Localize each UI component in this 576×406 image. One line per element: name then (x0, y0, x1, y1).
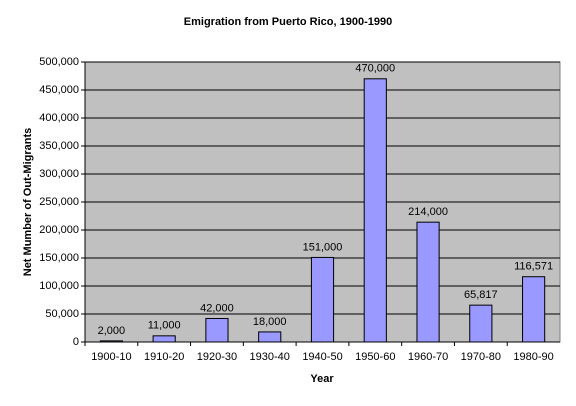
x-tick-label: 1920-30 (197, 351, 237, 363)
y-axis-title: Net Mumber of Out-Migrants (22, 128, 34, 277)
y-tick-label: 0 (73, 336, 79, 348)
x-tick-label: 1930-40 (250, 351, 290, 363)
bar (205, 317, 229, 343)
data-label: 42,000 (200, 302, 234, 314)
bar (363, 78, 387, 343)
data-label: 151,000 (303, 241, 343, 253)
x-tick-label: 1910-20 (144, 351, 184, 363)
x-tick-label: 1970-80 (461, 351, 501, 363)
x-tick-label: 1950-60 (355, 351, 395, 363)
chart-title: Emigration from Puerto Rico, 1900-1990 (184, 16, 392, 28)
data-label: 214,000 (408, 206, 448, 218)
y-tick-label: 100,000 (39, 280, 79, 292)
data-label: 470,000 (355, 63, 395, 75)
data-label: 2,000 (98, 325, 126, 337)
x-tick-label: 1940-50 (302, 351, 342, 363)
bar (416, 221, 440, 343)
bar (469, 304, 493, 343)
y-tick-label: 400,000 (39, 112, 79, 124)
x-tick-label: 1960-70 (408, 351, 448, 363)
y-tick-label: 50,000 (45, 308, 79, 320)
y-tick-label: 450,000 (39, 84, 79, 96)
data-label: 65,817 (464, 289, 498, 301)
y-tick-label: 300,000 (39, 168, 79, 180)
bar (522, 276, 546, 343)
bar (99, 340, 123, 343)
x-tick-label: 1900-10 (91, 351, 131, 363)
bar (310, 256, 335, 343)
data-label: 11,000 (148, 320, 181, 332)
data-label: 116,571 (514, 261, 553, 273)
y-tick-label: 150,000 (39, 252, 79, 264)
bar (152, 335, 176, 343)
y-tick-label: 250,000 (39, 196, 79, 208)
y-tick-label: 500,000 (39, 56, 79, 68)
x-axis-title: Year (310, 373, 334, 385)
bar (258, 331, 282, 343)
y-tick-label: 350,000 (39, 140, 79, 152)
data-label: 18,000 (253, 316, 287, 328)
y-tick-label: 200,000 (39, 224, 79, 236)
x-tick-label: 1980-90 (513, 351, 553, 363)
